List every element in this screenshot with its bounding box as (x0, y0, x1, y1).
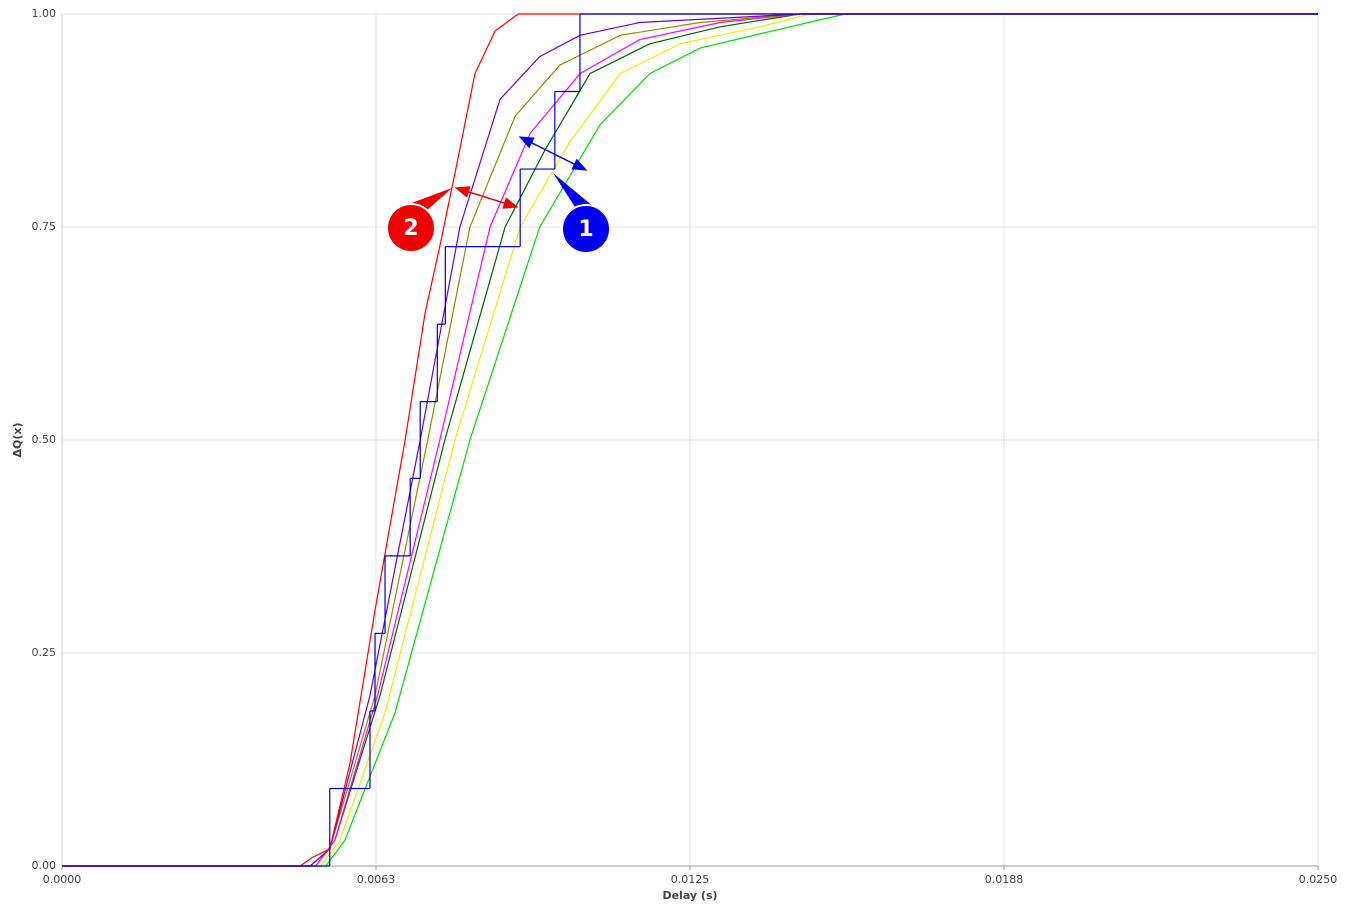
series-line (62, 13, 1318, 867)
y-axis-title: ΔQ(x) (11, 422, 24, 457)
grid: 0.00 0.25 0.50 0.75 1.00 0.0000 0.0063 0.0125 0.… (32, 7, 1338, 886)
arrow (454, 186, 519, 209)
x-axis-title: Delay (s) (662, 889, 717, 902)
x-tick-label: 0.0188 (985, 873, 1024, 886)
series-line (62, 13, 1318, 867)
callout-label: 2 (403, 216, 418, 241)
callout-circle (386, 203, 436, 253)
y-tick-label: 0.25 (32, 646, 57, 659)
series-line (62, 13, 1318, 867)
x-tick-label: 0.0000 (43, 873, 82, 886)
x-tick-label: 0.0063 (357, 873, 396, 886)
callout-label: 1 (578, 217, 593, 242)
x-tick-label: 0.0125 (671, 873, 710, 886)
series-line (62, 13, 1318, 867)
lines (62, 13, 1318, 867)
y-tick-label: 1.00 (32, 7, 57, 20)
y-tick-label: 0.75 (32, 220, 57, 233)
y-tick-label: 0.00 (32, 859, 57, 872)
callout-tail (553, 173, 600, 212)
callout: 2 (386, 188, 452, 253)
callout: 1 (553, 173, 611, 254)
callout-circle (561, 204, 611, 254)
y-tick-label: 0.50 (32, 433, 57, 446)
x-tick-label: 0.0250 (1299, 873, 1338, 886)
arrow (518, 136, 588, 171)
